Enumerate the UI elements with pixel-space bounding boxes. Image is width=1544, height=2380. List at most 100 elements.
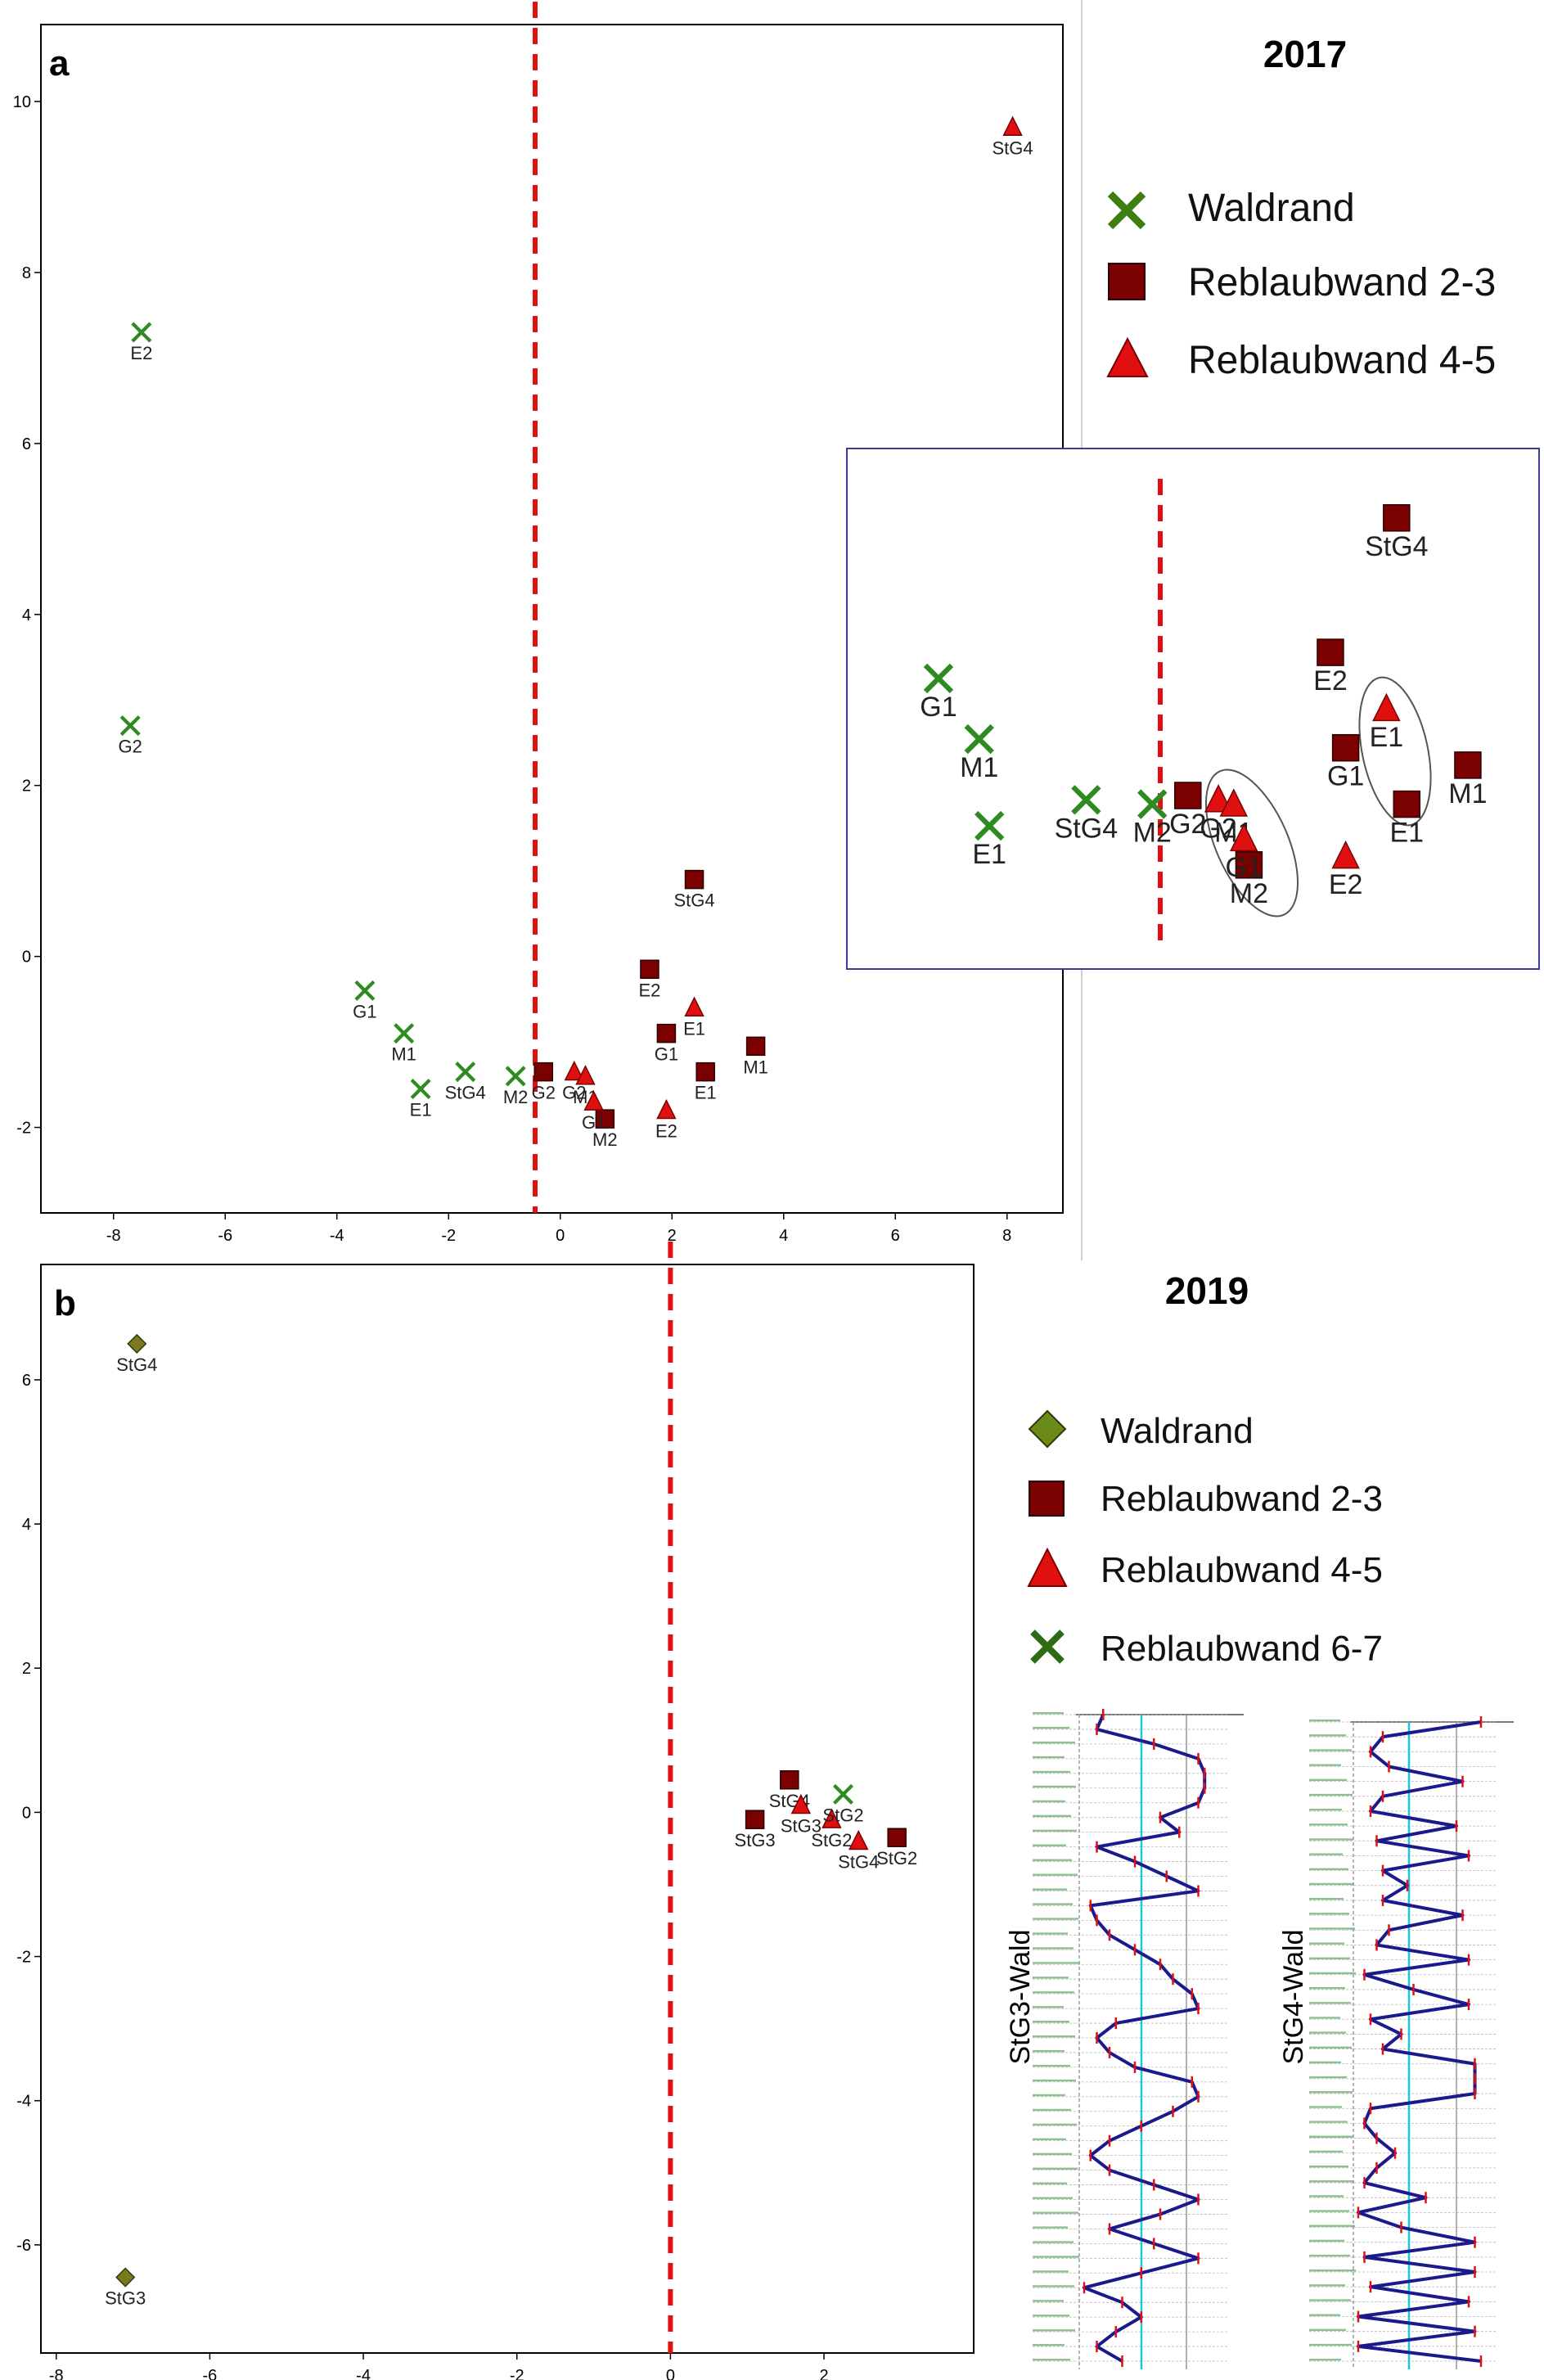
point-label-m2: M2 xyxy=(503,1087,529,1107)
panel-b-frame xyxy=(40,1264,975,2354)
inset-point-label-g2: G2 xyxy=(1169,809,1206,840)
panel-b-legend-label-reblaubwand-4-5: Reblaubwand 4-5 xyxy=(1101,1550,1383,1590)
point-label-stg2: StG2 xyxy=(876,1848,917,1868)
profile-row-label xyxy=(1309,2195,1344,2197)
inset-point-label-g1: G1 xyxy=(1226,852,1263,883)
inset-point-reblaubwand-2-3-stg4 xyxy=(1383,504,1411,532)
profile-row-label xyxy=(1033,1918,1078,1920)
profile-row-label xyxy=(1033,1814,1071,1818)
profile-row-label xyxy=(1033,2021,1069,2023)
legend-triangle-icon xyxy=(1106,336,1149,377)
profile-stg3: StG3-Wald xyxy=(1005,1709,1244,2369)
profile-row-label xyxy=(1309,1897,1344,1900)
point-label-e2: E2 xyxy=(655,1121,677,1142)
profile-row-label xyxy=(1309,2165,1348,2168)
point-label-m2: M2 xyxy=(592,1129,618,1150)
x-tick-label: -2 xyxy=(510,2367,524,2380)
legend-square-icon xyxy=(1108,263,1146,300)
profile-row-label xyxy=(1309,2121,1348,2123)
point-reblaubwand-2-3-e2 xyxy=(640,959,659,980)
profile-row-label xyxy=(1309,2239,1344,2243)
profile-row-label xyxy=(1309,2328,1346,2332)
profile-row-label xyxy=(1309,2180,1354,2183)
legend-diamond-icon xyxy=(1028,1409,1067,1449)
point-label-g2: G2 xyxy=(119,737,142,757)
point-waldrand-g2 xyxy=(119,715,141,737)
y-tick-label: 10 xyxy=(13,93,31,111)
profile-row-label xyxy=(1033,2270,1069,2273)
inset-point-label-e1: E1 xyxy=(1370,722,1404,753)
profile-row-label xyxy=(1309,2299,1351,2301)
point-label-g1: G1 xyxy=(655,1044,678,1065)
profile-row-label xyxy=(1309,1942,1344,1945)
point-reblaubwand-2-3-m1 xyxy=(745,1036,766,1057)
profile-row-label xyxy=(1309,2135,1353,2138)
profile-row-label xyxy=(1309,1986,1345,1990)
panel-a-legend-label-waldrand: Waldrand xyxy=(1188,187,1355,230)
legend-waldrand-icon xyxy=(1107,191,1146,230)
inset-point-reblaubwand-2-3-e2 xyxy=(1317,638,1344,666)
inset-point-reblaubwand-2-3-m2 xyxy=(1235,851,1263,879)
profile-row-label xyxy=(1033,1888,1067,1891)
profile-row-label xyxy=(1309,2106,1342,2108)
panel-a-label: a xyxy=(49,43,70,83)
x-tick-label: -6 xyxy=(218,1227,232,1245)
inset-point-label-e1: E1 xyxy=(972,839,1006,870)
profile-row-label xyxy=(1309,1823,1348,1826)
inset-ellipse-upper xyxy=(1358,676,1432,827)
panel-a-y-axis: 10 8 6 4 2 0 -2 xyxy=(13,93,41,1138)
inset-point-label-m2: M2 xyxy=(1230,878,1268,909)
panel-b-x-axis: -8 -6 -4 -2 0 2 xyxy=(49,2353,829,2380)
profile-row-label xyxy=(1309,1853,1343,1855)
x-tick-label: -6 xyxy=(203,2367,218,2380)
point-waldrand-stg4 xyxy=(455,1062,476,1083)
profile-row-label xyxy=(1309,2061,1341,2064)
point-reblaubwand-4-5-g1 xyxy=(583,1090,604,1111)
profile-row-label xyxy=(1033,1873,1078,1876)
point-reblaubwand-2-3-stg4 xyxy=(780,1770,799,1790)
profile-row-label xyxy=(1309,2017,1340,2019)
legend-x-icon xyxy=(1030,1629,1065,1664)
profile-row-label xyxy=(1309,1764,1341,1766)
profile-stg3-label: StG3-Wald xyxy=(1005,1929,1036,2064)
profile-row-label xyxy=(1033,2123,1077,2126)
profile-row-label xyxy=(1033,1859,1072,1861)
profile-row-label xyxy=(1033,1932,1068,1935)
inset-frame xyxy=(846,448,1540,970)
x-tick-label: 8 xyxy=(1002,1227,1011,1245)
point-waldrand-stg3 xyxy=(115,2267,136,2288)
x-tick-label: 6 xyxy=(891,1227,900,1245)
profile-row-label xyxy=(1309,1778,1347,1782)
profile-row-label xyxy=(1033,2108,1071,2112)
panel-b-legend: Waldrand Reblaubwand 2-3 Reblaubwand 4-5… xyxy=(1027,1409,1383,1669)
profile-row-label xyxy=(1033,1756,1065,1759)
profile-row-label xyxy=(1309,2314,1340,2316)
point-reblaubwand-2-3-stg4 xyxy=(684,869,704,890)
profile-row-label xyxy=(1033,2152,1072,2156)
point-label-stg3: StG3 xyxy=(105,2288,146,2309)
profile-row-label xyxy=(1033,2138,1066,2141)
point-label-e2: E2 xyxy=(130,343,152,363)
panel-a-legend-label-reblaubwand-2-3: Reblaubwand 2-3 xyxy=(1188,261,1496,304)
profile-row-label xyxy=(1033,1726,1069,1729)
inset-point-waldrand-stg4 xyxy=(1071,785,1101,815)
profile-row-label xyxy=(1309,2210,1349,2212)
profile-row-label xyxy=(1033,2167,1078,2170)
inset-point-reblaubwand-2-3-g1 xyxy=(1331,733,1360,762)
profile-row-label xyxy=(1309,1927,1355,1930)
point-reblaubwand-4-5-stg2 xyxy=(822,1808,842,1828)
inset-point-label-e2: E2 xyxy=(1313,665,1348,696)
profile-row-label xyxy=(1309,1868,1348,1871)
point-label-stg4: StG4 xyxy=(993,137,1033,158)
profile-row-label xyxy=(1309,1734,1346,1737)
point-waldrand-e2 xyxy=(131,322,152,343)
point-reblaubwand-2-3-g2 xyxy=(533,1062,554,1082)
x-tick-label: -8 xyxy=(106,1227,121,1245)
profile-stg4-label: StG4-Wald xyxy=(1278,1929,1309,2064)
point-reblaubwand-2-3-stg3 xyxy=(745,1810,765,1829)
point-label-stg3: StG3 xyxy=(781,1816,822,1837)
x-tick-label: 2 xyxy=(668,1227,677,1245)
profile-row-label xyxy=(1309,2254,1350,2257)
inset-ellipse-lower xyxy=(1204,769,1299,917)
x-tick-label: 2 xyxy=(819,2367,828,2380)
